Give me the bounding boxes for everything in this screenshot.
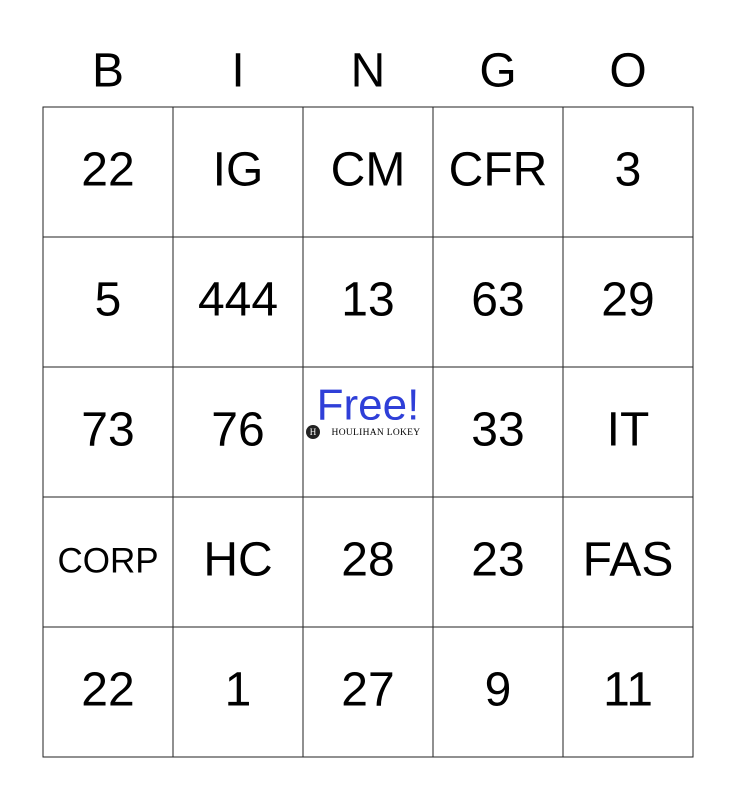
- column-letter: B: [92, 45, 124, 98]
- cell-text: CFR: [449, 144, 548, 197]
- cell-text: 22: [81, 144, 134, 197]
- cell-text: 28: [341, 534, 394, 587]
- bingo-cell: [302, 496, 434, 628]
- bingo-cell: [42, 236, 174, 368]
- cell-text: 23: [471, 534, 524, 587]
- bingo-cell: [302, 236, 434, 368]
- bingo-cell: [172, 106, 304, 238]
- bingo-cell: [42, 106, 174, 238]
- cell-text: CM: [331, 144, 406, 197]
- cell-text: 5: [95, 274, 122, 327]
- cell-text: 13: [341, 274, 394, 327]
- cell-text: IG: [213, 144, 264, 197]
- bingo-cell: [562, 236, 694, 368]
- bingo-cell: [562, 106, 694, 238]
- logo-icon-letter: H: [310, 427, 317, 437]
- bingo-cell: [302, 366, 434, 498]
- bingo-cell: [432, 366, 564, 498]
- cell-text: 73: [81, 404, 134, 457]
- cell-text: 1: [225, 664, 252, 717]
- cell-text: 63: [471, 274, 524, 327]
- bingo-cell: [42, 626, 174, 758]
- bingo-cell: [562, 366, 694, 498]
- cell-text: IT: [607, 404, 650, 457]
- cell-text: 9: [485, 664, 512, 717]
- cell-text: FAS: [583, 534, 674, 587]
- column-letter: G: [479, 45, 516, 98]
- bingo-cell: [432, 496, 564, 628]
- bingo-cell: [172, 626, 304, 758]
- cell-text: 22: [81, 664, 134, 717]
- bingo-cell: [302, 106, 434, 238]
- cell-text: HC: [203, 534, 272, 587]
- cell-text: CORP: [57, 541, 158, 580]
- bingo-cell: [432, 106, 564, 238]
- bingo-cell: [562, 496, 694, 628]
- cell-text: 33: [471, 404, 524, 457]
- cell-text: 27: [341, 664, 394, 717]
- cell-text: 11: [603, 664, 653, 717]
- free-label: Free!: [317, 381, 420, 430]
- bingo-cell: [432, 626, 564, 758]
- cell-text: 76: [211, 404, 264, 457]
- column-letter: N: [351, 45, 386, 98]
- cell-text: 3: [615, 144, 642, 197]
- bingo-cell: [172, 366, 304, 498]
- logo-text: HOULIHAN LOKEY: [332, 428, 421, 438]
- cell-text: 444: [198, 274, 278, 327]
- cell-text: 29: [601, 274, 654, 327]
- column-letter: O: [609, 45, 646, 98]
- bingo-cell: [562, 626, 694, 758]
- logo-icon: [306, 425, 320, 439]
- column-letter: I: [231, 45, 244, 98]
